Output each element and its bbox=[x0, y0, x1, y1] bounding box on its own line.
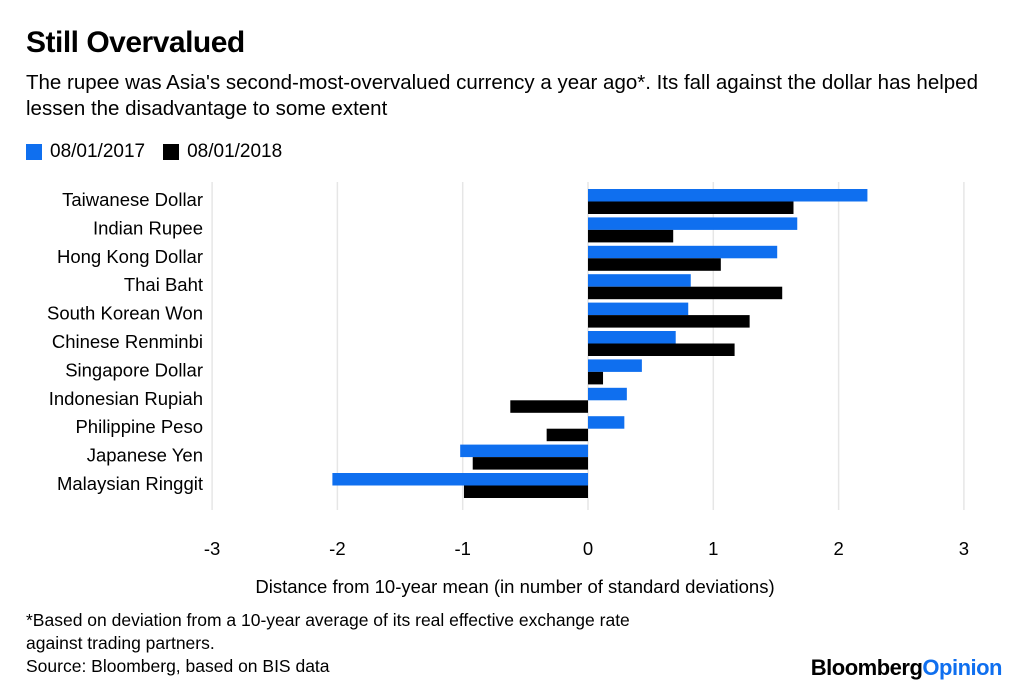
logo-part-2: Opinion bbox=[922, 655, 1002, 680]
bar-2018 bbox=[588, 229, 674, 243]
category-label: Philippine Peso bbox=[75, 416, 203, 437]
bar-2018 bbox=[588, 343, 735, 356]
bar-2017 bbox=[588, 331, 676, 344]
logo-part-1: Bloomberg bbox=[810, 655, 923, 680]
bar-2017 bbox=[588, 359, 642, 372]
category-label: South Korean Won bbox=[47, 303, 203, 324]
bar-2017 bbox=[588, 302, 689, 316]
x-tick-label: -1 bbox=[454, 538, 470, 559]
x-tick-label: -3 bbox=[204, 538, 220, 559]
legend-item-2017: 08/01/2017 bbox=[26, 141, 145, 163]
legend-label-2017: 08/01/2017 bbox=[50, 141, 146, 162]
bar-2017 bbox=[332, 473, 588, 486]
bar-2017 bbox=[588, 189, 868, 202]
bar-2018 bbox=[472, 457, 588, 470]
x-tick-label: 1 bbox=[708, 538, 718, 559]
category-label: Chinese Renminbi bbox=[52, 331, 203, 352]
footnote-line-2: against trading partners. bbox=[26, 633, 215, 653]
legend-swatch-2018 bbox=[163, 144, 180, 160]
bar-2017 bbox=[588, 274, 691, 287]
chart-title: Still Overvalued bbox=[26, 26, 245, 59]
bar-2017 bbox=[588, 245, 778, 259]
x-tick-label: 0 bbox=[583, 538, 593, 559]
footnote: *Based on deviation from a 10-year avera… bbox=[26, 609, 630, 678]
x-tick-label: -2 bbox=[329, 538, 345, 559]
bar-2017 bbox=[588, 217, 798, 230]
bar-2018 bbox=[510, 400, 588, 413]
category-label: Indian Rupee bbox=[93, 217, 203, 238]
category-label: Taiwanese Dollar bbox=[62, 189, 203, 210]
category-label: Indonesian Rupiah bbox=[49, 388, 203, 409]
category-label: Hong Kong Dollar bbox=[57, 246, 203, 267]
footnote-line-1: *Based on deviation from a 10-year avera… bbox=[26, 610, 630, 630]
bar-2017 bbox=[460, 444, 588, 458]
source-line: Source: Bloomberg, based on BIS data bbox=[26, 656, 330, 676]
x-axis-label: Distance from 10-year mean (in number of… bbox=[255, 576, 774, 597]
bar-2017 bbox=[588, 416, 625, 429]
bar-2018 bbox=[588, 371, 604, 385]
legend-label-2018: 08/01/2018 bbox=[187, 141, 283, 162]
bar-2018 bbox=[463, 485, 588, 498]
bar-2018 bbox=[588, 315, 750, 328]
category-label: Malaysian Ringgit bbox=[57, 473, 203, 494]
x-tick-label: 3 bbox=[959, 538, 969, 559]
bar-2018 bbox=[546, 428, 588, 442]
bar-2017 bbox=[588, 387, 627, 401]
legend: 08/01/2017 08/01/2018 bbox=[26, 141, 300, 163]
bar-2018 bbox=[588, 286, 783, 300]
legend-item-2018: 08/01/2018 bbox=[163, 141, 282, 163]
bar-2018 bbox=[588, 258, 721, 271]
category-label: Japanese Yen bbox=[87, 445, 203, 466]
chart-subtitle: The rupee was Asia's second-most-overval… bbox=[26, 71, 978, 120]
x-tick-label: 2 bbox=[833, 538, 843, 559]
legend-swatch-2017 bbox=[26, 144, 42, 160]
category-label: Thai Baht bbox=[124, 274, 203, 295]
category-label: Singapore Dollar bbox=[65, 359, 203, 380]
bloomberg-opinion-logo: BloombergOpinion bbox=[810, 655, 1003, 681]
bar-2018 bbox=[588, 201, 794, 214]
